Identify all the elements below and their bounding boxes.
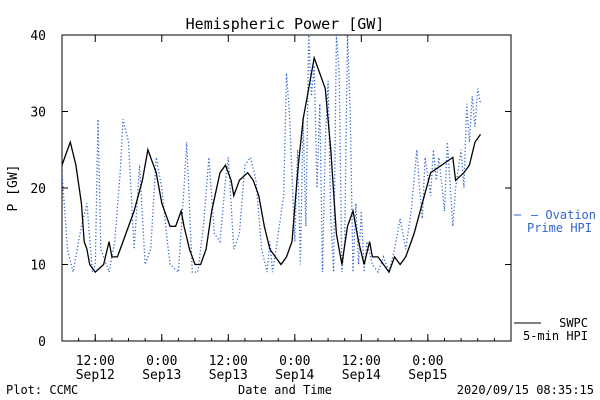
- x-tick-time-label: 0:00: [279, 354, 310, 369]
- legend-swpc-line2: 5-min HPI: [523, 329, 588, 343]
- x-tick-date-label: Sep13: [142, 368, 181, 383]
- chart-title: Hemispheric Power [GW]: [186, 15, 385, 33]
- plot-area: 01020304012:00Sep120:00Sep1312:00Sep130:…: [30, 29, 512, 383]
- x-tick-time-label: 12:00: [209, 354, 248, 369]
- legend-ovation-line2: Prime HPI: [527, 221, 592, 235]
- x-tick-date-label: Sep14: [275, 368, 314, 383]
- y-tick-label: 10: [30, 259, 46, 274]
- x-tick-time-label: 12:00: [76, 354, 115, 369]
- x-tick-time-label: 0:00: [412, 354, 443, 369]
- x-tick-time-label: 0:00: [146, 354, 177, 369]
- plot-timestamp: 2020/09/15 08:35:15: [457, 383, 594, 397]
- plot-credit: Plot: CCMC: [6, 383, 78, 397]
- x-tick-time-label: 12:00: [342, 354, 381, 369]
- x-tick-date-label: Sep12: [76, 368, 115, 383]
- x-tick-date-label: Sep13: [209, 368, 248, 383]
- x-tick-date-label: Sep15: [408, 368, 447, 383]
- y-axis-label: P [GW]: [6, 165, 21, 212]
- x-tick-date-label: Sep14: [342, 368, 381, 383]
- legend-ovation-line1: – Ovation: [531, 208, 596, 222]
- y-tick-label: 20: [30, 182, 46, 197]
- y-tick-label: 30: [30, 106, 46, 121]
- y-tick-label: 0: [38, 335, 46, 350]
- swpc-hpi-series-line: [61, 55, 482, 274]
- legend-swpc-line1: SWPC: [559, 316, 588, 330]
- y-tick-label: 40: [30, 29, 46, 44]
- x-axis-label: Date and Time: [238, 383, 332, 397]
